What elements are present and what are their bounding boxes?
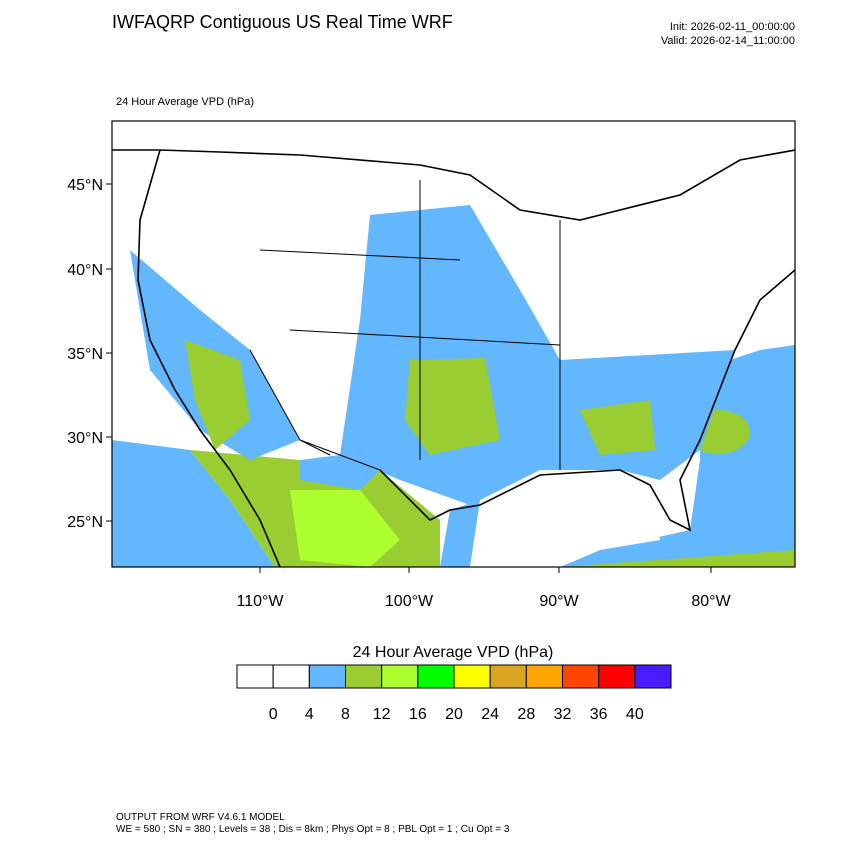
colorbar-label: 24 [481,706,499,723]
colorbar-label: 20 [445,706,463,723]
valid-time: Valid: 2026-02-14_11:00:00 [661,35,795,47]
colorbar-box [634,664,672,689]
colorbar-box [417,664,455,689]
colorbar-label: 8 [341,706,350,723]
init-time: Init: 2026-02-11_00:00:00 [670,21,795,33]
lon-label: 110°W [236,593,284,610]
colorbar-label: 40 [626,706,644,723]
colorbar-box [272,664,310,689]
lat-label: 45°N [67,177,103,194]
lon-label: 80°W [691,593,731,610]
footer-line: OUTPUT FROM WRF V4.6.1 MODEL [116,812,285,823]
colorbar-box [236,664,274,689]
colorbar-box [598,664,636,689]
colorbar-box [345,664,383,689]
lon-label: 100°W [385,593,434,610]
lat-label: 35°N [67,346,103,363]
colorbar-label: 16 [409,706,427,723]
colorbar-label: 36 [590,706,608,723]
colorbar-label: 28 [517,706,535,723]
colorbar-box [308,664,347,689]
title: IWFAQRP Contiguous US Real Time WRF [112,12,453,32]
colorbar-box [381,664,419,689]
footer-line: WE = 580 ; SN = 380 ; Levels = 38 ; Dis … [116,824,510,835]
lat-label: 25°N [67,514,103,531]
colorbar-box [453,664,491,689]
colorbar-label: 0 [269,706,278,723]
lon-label: 90°W [539,593,579,610]
colorbar-label: 32 [554,706,572,723]
map [111,120,796,568]
colorbar-box [525,664,563,689]
lat-label: 30°N [67,430,103,447]
lat-label: 40°N [67,262,103,279]
colorbar-box [562,664,600,689]
colorbar-label: 12 [373,706,391,723]
colorbar-label: 4 [305,706,314,723]
colorbar-title: 24 Hour Average VPD (hPa) [353,644,554,661]
map-subtitle: 24 Hour Average VPD (hPa) [116,96,254,108]
colorbar-box [489,664,527,689]
